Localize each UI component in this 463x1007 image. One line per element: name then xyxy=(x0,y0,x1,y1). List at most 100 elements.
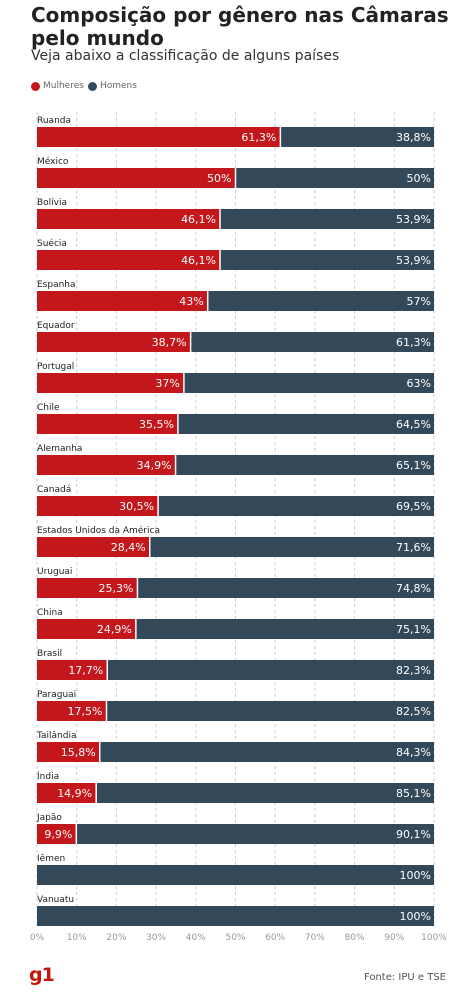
legend-men-label: Homens xyxy=(99,81,137,91)
data-label-men: 100% xyxy=(400,869,431,882)
data-label-women: 25,3% xyxy=(98,582,133,595)
bar-women xyxy=(37,414,178,434)
data-label-men: 53,9% xyxy=(396,254,431,267)
country-label: Iêmen xyxy=(37,853,65,864)
data-label-men: 90,1% xyxy=(396,828,431,841)
data-label-women: 9,9% xyxy=(44,828,72,841)
country-label: Bolívia xyxy=(37,198,67,208)
x-tick-label: 60% xyxy=(265,933,285,943)
bar-men xyxy=(175,455,435,475)
bar-women xyxy=(37,496,159,516)
bar-men xyxy=(177,414,434,434)
bar-women xyxy=(37,209,221,229)
data-label-men: 84,3% xyxy=(396,746,431,759)
bar-men xyxy=(158,496,434,516)
data-label-women: 46,1% xyxy=(181,254,216,267)
data-label-men: 64,5% xyxy=(396,418,431,431)
bar-women xyxy=(37,701,107,721)
data-label-women: 35,5% xyxy=(139,418,174,431)
data-label-women: 38,7% xyxy=(152,336,187,349)
data-label-women: 34,9% xyxy=(137,459,172,472)
legend-item-men: Homens xyxy=(87,81,137,91)
legend-women-label: Mulheres xyxy=(43,81,84,91)
country-label: Portugal xyxy=(37,362,74,372)
country-label: Chile xyxy=(37,403,60,413)
bar-men xyxy=(137,578,435,598)
data-label-men: 71,6% xyxy=(396,541,431,554)
data-label-men: 100% xyxy=(400,910,431,923)
bar-men xyxy=(183,373,434,393)
bar-men xyxy=(149,537,435,557)
data-label-women: 50% xyxy=(207,172,231,185)
country-label: Canadá xyxy=(37,485,71,495)
bar-women xyxy=(37,824,77,844)
x-tick-label: 40% xyxy=(186,933,206,943)
chart-title: Composição por gênero nas Câmaras pelo m… xyxy=(31,3,449,50)
bar-women xyxy=(37,127,281,147)
country-label: Uruguai xyxy=(37,567,72,577)
bar-women xyxy=(37,619,136,639)
data-label-men: 82,5% xyxy=(396,705,431,718)
bar-men xyxy=(135,619,434,639)
data-label-men: 61,3% xyxy=(396,336,431,349)
bar-men xyxy=(107,660,435,680)
x-tick-label: 50% xyxy=(225,933,245,943)
bar-men xyxy=(106,701,434,721)
data-label-women: 24,9% xyxy=(97,623,132,636)
data-label-men: 50% xyxy=(407,172,431,185)
bar-men xyxy=(220,209,434,229)
bar-women xyxy=(37,332,191,352)
x-tick-label: 30% xyxy=(146,933,166,943)
country-label: Tailândia xyxy=(36,731,76,741)
data-label-men: 75,1% xyxy=(396,623,431,636)
bar-men xyxy=(190,332,434,352)
country-label: Índia xyxy=(37,770,59,782)
data-label-men: 85,1% xyxy=(396,787,431,800)
country-label: México xyxy=(37,156,69,167)
data-label-women: 17,5% xyxy=(68,705,103,718)
data-label-men: 63% xyxy=(407,377,431,390)
x-tick-label: 10% xyxy=(67,933,87,943)
data-label-men: 65,1% xyxy=(396,459,431,472)
country-label: Brasil xyxy=(37,649,62,659)
data-label-women: 46,1% xyxy=(181,213,216,226)
chart-subtitle: Veja abaixo a classificação de alguns pa… xyxy=(31,48,340,64)
data-label-men: 69,5% xyxy=(396,500,431,513)
bar-women xyxy=(37,660,108,680)
bar-women xyxy=(37,578,138,598)
data-label-women: 43% xyxy=(179,295,203,308)
data-label-women: 15,8% xyxy=(61,746,96,759)
data-label-men: 57% xyxy=(407,295,431,308)
bar-women xyxy=(37,537,150,557)
bar-men xyxy=(207,291,434,311)
legend-men-swatch xyxy=(87,81,97,91)
bar-women xyxy=(37,291,208,311)
data-label-women: 17,7% xyxy=(68,664,103,677)
stacked-bar-chart: 0% 10% 20% 30% 40% 50% 60% 70% 80% 90% 100% Ruanda 6… xyxy=(30,112,447,943)
data-label-men: 53,9% xyxy=(396,213,431,226)
data-label-women: 61,3% xyxy=(241,131,276,144)
bar-men xyxy=(37,906,434,926)
source-note: Fonte: IPU e TSE xyxy=(363,972,446,983)
country-label: Vanuatu xyxy=(37,895,74,905)
data-label-women: 14,9% xyxy=(57,787,92,800)
bar-men xyxy=(96,783,434,803)
bar-women xyxy=(37,742,100,762)
bar-women xyxy=(37,168,236,188)
bar-men xyxy=(76,824,434,844)
legend-women-swatch xyxy=(31,81,40,91)
country-label: Ruanda xyxy=(37,116,71,126)
country-label: China xyxy=(37,608,63,618)
bar-men xyxy=(220,250,434,270)
data-label-women: 28,4% xyxy=(111,541,146,554)
x-tick-label: 80% xyxy=(345,933,365,943)
data-label-men: 74,8% xyxy=(396,582,431,595)
country-label: Alemanha xyxy=(37,444,82,454)
country-label: Espanha xyxy=(37,280,76,290)
g1-logo: g1 xyxy=(29,964,55,986)
x-tick-label: 90% xyxy=(384,933,404,943)
bar-men xyxy=(37,865,434,885)
bar-women xyxy=(37,373,184,393)
bar-men xyxy=(99,742,434,762)
data-label-women: 30,5% xyxy=(119,500,154,513)
